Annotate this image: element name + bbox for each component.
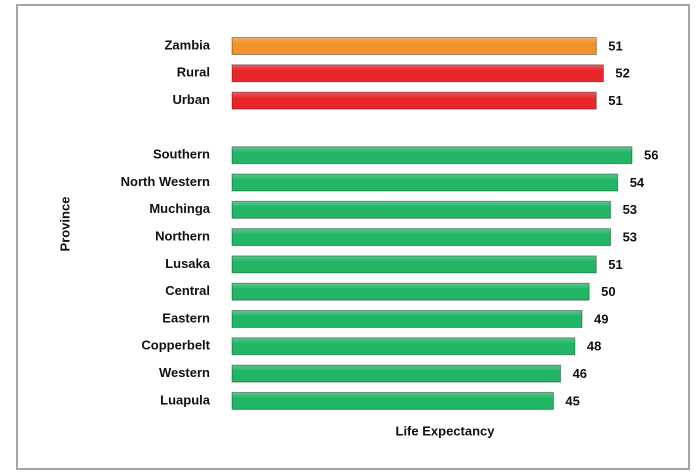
value-label: 48 [587,339,601,354]
bar [231,282,590,301]
bar [231,391,554,410]
y-tick-label: Rural [177,65,210,80]
bar [231,37,597,55]
y-tick-label: Lusaka [165,256,211,271]
y-tick-label: Northern [155,229,210,244]
y-tick-label: Copperbelt [141,338,210,353]
y-tick-label: Luapula [160,392,211,407]
value-label: 53 [623,230,637,245]
value-label: 56 [644,148,658,163]
y-tick-label: Southern [153,147,210,162]
bar [231,173,619,192]
value-label: 49 [594,311,608,326]
bar [231,64,604,83]
bar [231,91,597,110]
value-label: 51 [608,257,622,272]
y-tick-label: North Western [121,174,210,189]
value-label: 53 [623,202,637,217]
y-axis-label: Province [57,197,72,252]
y-tick-label: Urban [172,92,210,107]
bar [231,146,633,165]
bar [231,337,576,356]
bar [231,364,562,383]
bar [231,200,612,219]
y-tick-label: Western [159,365,210,380]
bar [231,228,612,247]
y-tick-label: Eastern [162,310,210,325]
value-label: 51 [608,38,622,53]
x-axis-label: Life Expectancy [396,423,496,438]
value-label: 46 [573,366,587,381]
value-label: 45 [565,393,579,408]
value-label: 52 [615,66,629,81]
y-tick-label: Central [165,283,210,298]
value-label: 54 [630,175,645,190]
y-tick-label: Muchinga [149,201,210,216]
value-label: 51 [608,93,622,108]
bar [231,255,597,274]
y-tick-label: Zambia [164,37,210,52]
bar [231,310,583,328]
value-label: 50 [601,284,615,299]
